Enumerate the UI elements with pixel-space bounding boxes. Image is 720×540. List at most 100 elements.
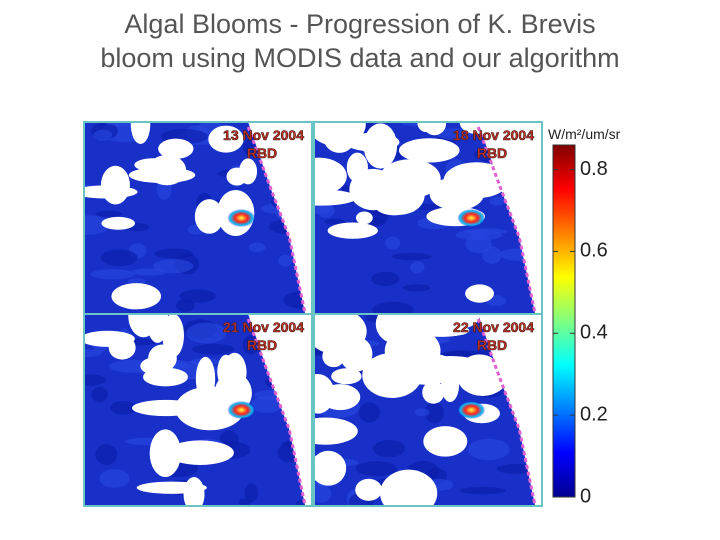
panel-label: RBD [477,337,507,353]
texture [175,299,195,312]
cloud [339,336,373,372]
cloud [398,138,460,163]
image-panels: 13 Nov 2004 RBD 18 Nov 2004 RBD 21 Nov 2004 R… [83,121,543,507]
tick-label: 0 [580,485,591,507]
panel-date: 21 Nov 2004 [223,319,304,335]
texture [355,461,397,477]
image-content [314,314,542,506]
cloud [400,314,431,344]
texture [153,259,194,274]
image-content [84,314,312,506]
cloud [111,283,162,310]
texture [372,301,414,314]
texture [402,284,431,292]
texture [489,196,505,206]
cloud [143,367,188,387]
panel-date: 18 Nov 2004 [453,127,534,143]
image-content [84,122,312,314]
texture [373,440,406,458]
image-panel: 21 Nov 2004 RBD [83,313,313,507]
cloud [222,352,247,392]
texture [95,444,118,465]
texture [436,128,472,141]
texture [314,202,334,215]
cloud [226,167,248,186]
texture [391,252,432,261]
texture [467,438,510,461]
coast [476,126,537,314]
texture [248,242,266,253]
cloud [194,199,224,234]
cloud [465,284,494,303]
tick-label: 0.6 [580,240,608,262]
cloud [375,197,413,216]
cloud [148,344,177,372]
texture [84,374,107,386]
cloud [314,325,325,340]
coast [476,318,537,506]
cloud [314,157,347,195]
tick-label: 0.4 [580,322,608,344]
texture [459,486,506,495]
texture [186,322,227,344]
panel-border [83,313,313,507]
cloud [183,477,205,506]
cloud [100,165,130,205]
texture [370,271,400,286]
cloud [158,138,194,159]
title-line: Algal Blooms - Progression of K. Brevis [124,9,595,39]
texture [93,129,113,141]
colorbar [552,144,576,498]
cloud [422,122,447,136]
panel-label: RBD [247,145,277,161]
texture [179,289,216,303]
image-panel: 22 Nov 2004 RBD [313,313,543,507]
cloud [380,469,438,506]
bloom [227,209,256,227]
cloud [429,177,485,211]
cloud [391,353,460,385]
texture [385,236,401,250]
image-content [314,122,542,314]
texture [127,278,146,285]
texture [95,210,123,217]
texture [91,386,108,403]
texture [192,343,235,355]
texture [424,402,444,424]
colorbar-ticks: 0 0.2 0.4 0.6 0.8 [553,158,608,507]
cloud [379,159,441,199]
texture [99,469,130,488]
texture [465,233,492,254]
bloom [457,401,486,419]
cloud [355,478,383,501]
texture [462,228,508,235]
cloud [134,158,173,172]
texture [410,261,425,274]
cloud [128,167,196,184]
cloud [344,132,400,152]
coast [246,126,307,314]
texture [278,254,293,267]
texture [84,215,110,235]
texture [251,396,283,413]
cloud [84,330,135,347]
coast [246,318,307,506]
texture [414,408,430,417]
cloud [314,450,347,486]
cloud [322,345,345,368]
cloud [130,122,151,144]
texture [244,483,258,503]
cloud [314,189,358,206]
image-panel: 18 Nov 2004 RBD [313,121,543,315]
image-panel: 13 Nov 2004 RBD [83,121,313,315]
texture [109,401,137,415]
texture [324,218,345,225]
cloud [331,368,362,385]
bloom [457,209,486,227]
panel-date: 22 Nov 2004 [453,319,534,335]
cloud [84,185,138,199]
cloud [422,380,445,404]
cloud [149,429,182,478]
panel-date: 13 Nov 2004 [223,127,304,143]
